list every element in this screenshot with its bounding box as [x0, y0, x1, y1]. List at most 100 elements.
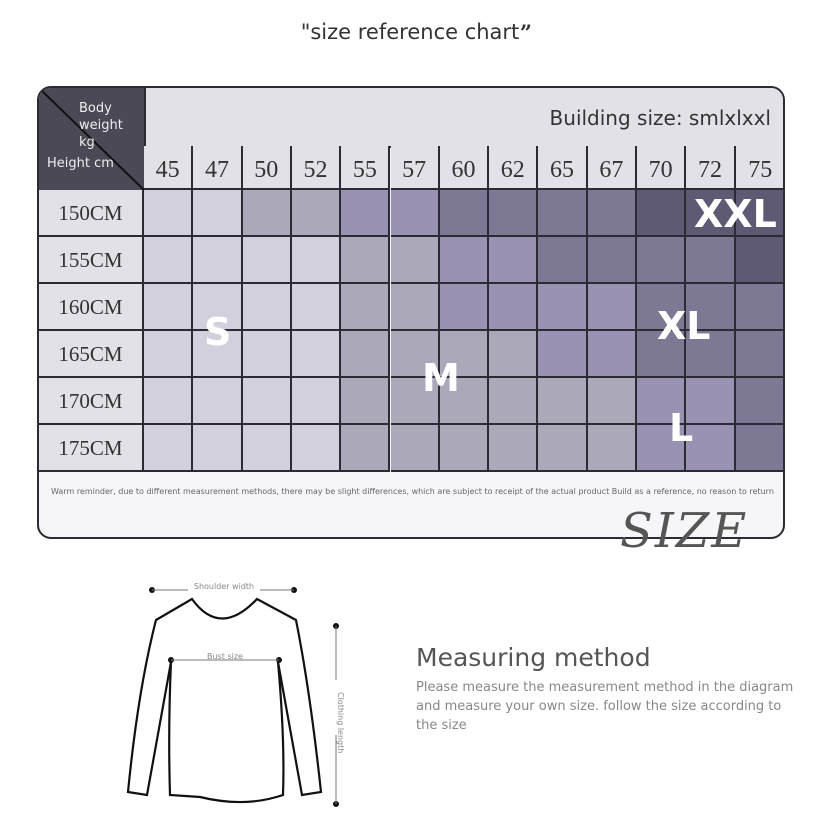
size-cell — [291, 425, 342, 472]
weight-header: 70 — [637, 146, 687, 190]
size-cell — [390, 378, 440, 425]
size-cell — [291, 378, 342, 425]
size-cell — [735, 378, 783, 425]
size-cell — [735, 284, 783, 331]
weight-header: 50 — [242, 146, 292, 190]
height-row-label: 170CM — [39, 378, 144, 425]
weight-header: 57 — [390, 146, 440, 190]
weight-header: 67 — [587, 146, 637, 190]
size-cell — [735, 190, 783, 237]
size-cell — [489, 190, 539, 237]
size-cell — [341, 237, 391, 284]
size-cell — [489, 331, 539, 378]
size-cell — [144, 284, 194, 331]
weight-header: 72 — [686, 146, 736, 190]
size-cell — [193, 190, 243, 237]
weight-header: 47 — [193, 146, 243, 190]
size-cell — [686, 284, 736, 331]
size-cell — [193, 331, 243, 378]
size-label-xl: XL — [657, 304, 711, 348]
size-cell — [144, 378, 194, 425]
size-cell — [390, 190, 440, 237]
size-cell — [587, 425, 637, 472]
size-cell — [341, 425, 391, 472]
size-cell — [291, 331, 342, 378]
height-row-label: 155CM — [39, 237, 144, 284]
height-row-label: 150CM — [39, 190, 144, 237]
size-cell — [390, 425, 440, 472]
size-cell — [341, 284, 391, 331]
weight-header: 65 — [538, 146, 588, 190]
body-weight-label: Body weight kg — [79, 101, 123, 150]
height-row-label: 165CM — [39, 331, 144, 378]
size-cell — [637, 331, 687, 378]
size-cell — [144, 331, 194, 378]
title-text: "size reference chart — [300, 20, 520, 44]
size-cell — [390, 331, 440, 378]
size-cell — [538, 331, 588, 378]
size-cell — [390, 284, 440, 331]
size-cell — [439, 331, 490, 378]
weight-header: 62 — [489, 146, 539, 190]
size-cell — [439, 378, 490, 425]
size-cell — [538, 425, 588, 472]
bust-label: Bust size — [207, 652, 243, 661]
size-cell — [193, 425, 243, 472]
size-cell — [686, 425, 736, 472]
size-cell — [489, 425, 539, 472]
close-quote: ” — [519, 20, 532, 45]
size-cell — [587, 237, 637, 284]
size-cell — [735, 425, 783, 472]
size-cell — [242, 284, 292, 331]
height-row-label: 160CM — [39, 284, 144, 331]
size-cell — [637, 284, 687, 331]
size-cell — [439, 425, 490, 472]
size-cell — [193, 378, 243, 425]
chart-title: "size reference chart ” — [300, 18, 532, 47]
size-cell — [341, 190, 391, 237]
size-cell — [144, 190, 194, 237]
size-cell — [144, 425, 194, 472]
measuring-title: Measuring method — [416, 643, 651, 672]
weight-header: 45 — [144, 146, 194, 190]
table-corner: Body weight kg Height cm — [39, 88, 144, 190]
size-cell — [538, 284, 588, 331]
size-cell — [291, 190, 342, 237]
size-label-s: S — [204, 310, 232, 354]
warm-reminder: Warm reminder, due to different measurem… — [51, 487, 774, 496]
size-cell — [735, 331, 783, 378]
size-word: SIZE — [620, 503, 749, 559]
size-cell — [193, 237, 243, 284]
size-cell — [439, 284, 490, 331]
size-cell — [439, 237, 490, 284]
size-label-l: L — [669, 406, 694, 450]
size-cell — [538, 237, 588, 284]
size-cell — [637, 237, 687, 284]
measuring-description: Please measure the measurement method in… — [416, 680, 794, 733]
height-label: Height cm — [47, 156, 114, 171]
weight-header: 60 — [439, 146, 490, 190]
height-row-label: 175CM — [39, 425, 144, 472]
length-label: Clothing length — [336, 692, 345, 753]
weight-header: 55 — [341, 146, 391, 190]
weight-header: 52 — [291, 146, 342, 190]
size-cell — [291, 237, 342, 284]
size-cell — [489, 284, 539, 331]
shirt-diagram: Shoulder width Bust size Clothing length — [126, 582, 345, 807]
size-cell — [242, 190, 292, 237]
size-cell — [489, 378, 539, 425]
size-cell — [637, 425, 687, 472]
size-cell — [489, 237, 539, 284]
size-cell — [144, 237, 194, 284]
diagonal-line — [39, 88, 144, 190]
size-cell — [242, 378, 292, 425]
weight-header: 75 — [735, 146, 783, 190]
size-cell — [587, 190, 637, 237]
size-cell — [637, 190, 687, 237]
size-cell — [242, 425, 292, 472]
size-cell — [242, 331, 292, 378]
size-cell — [587, 378, 637, 425]
size-cell — [341, 378, 391, 425]
size-cell — [242, 237, 292, 284]
size-cell — [587, 284, 637, 331]
